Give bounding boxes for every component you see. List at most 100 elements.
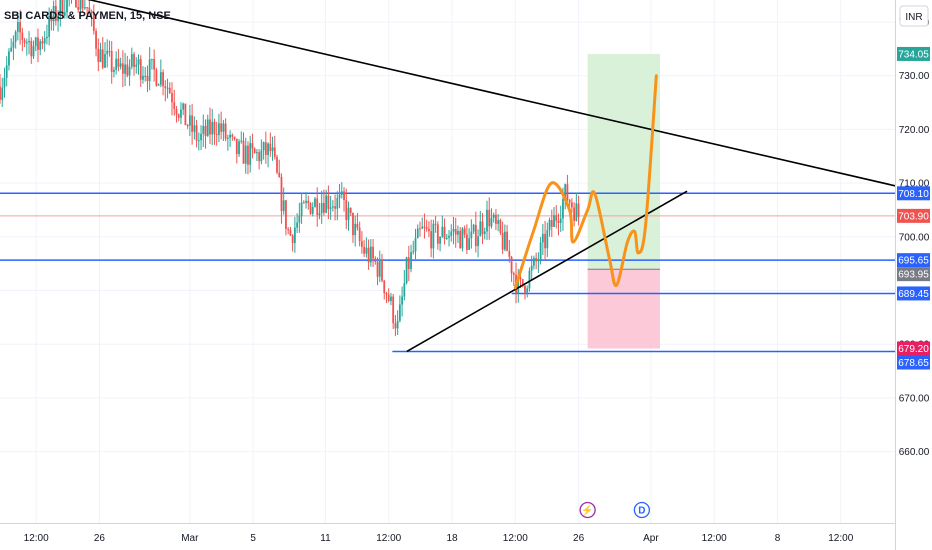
candle-body — [291, 235, 294, 244]
candle-body — [195, 125, 198, 141]
x-tick-label: 12:00 — [503, 533, 528, 544]
candle-body — [407, 257, 410, 270]
candle-body — [521, 278, 524, 286]
trend-lines[interactable] — [0, 0, 896, 353]
candle-body — [162, 72, 164, 87]
candle-body — [470, 231, 473, 239]
descending-trendline[interactable] — [0, 0, 896, 187]
price-tag: 689.45 — [898, 289, 929, 300]
event-markers[interactable]: ⚡ D — [579, 501, 651, 519]
candle-body — [260, 150, 263, 162]
candle-body — [298, 215, 301, 223]
x-tick-label: Apr — [643, 533, 659, 544]
currency-button[interactable]: INR — [905, 12, 922, 23]
dividend-event[interactable]: D — [638, 506, 645, 517]
candle-body — [557, 220, 560, 223]
candle-body — [117, 58, 120, 67]
candle-body — [546, 230, 549, 249]
candle-body — [63, 12, 66, 16]
candle-body — [218, 123, 220, 135]
candle-body — [200, 133, 202, 141]
candle-body — [106, 50, 109, 55]
price-tag: 708.10 — [898, 189, 929, 200]
candle-body — [57, 15, 59, 21]
candle-body — [173, 102, 176, 109]
candle-body — [421, 226, 424, 229]
time-axis[interactable]: 12:00 26 Mar 5 11 12:00 18 12:00 26 Apr 12:00 8 12:0… — [24, 533, 854, 544]
candle-body — [258, 152, 261, 162]
y-tick-label: 700.00 — [899, 232, 930, 243]
candle-body — [410, 252, 412, 270]
candle-body — [416, 228, 419, 239]
candle-body — [289, 229, 292, 236]
candle-body — [247, 145, 249, 165]
candle-body — [285, 200, 287, 229]
candle-body — [188, 115, 191, 126]
candle-body — [83, 7, 86, 9]
candle-body — [405, 257, 408, 284]
candle-body — [495, 214, 497, 224]
candle-body — [213, 121, 216, 135]
candle-body — [184, 103, 187, 126]
candle-body — [108, 50, 111, 52]
horizontal-levels[interactable] — [0, 0, 895, 353]
candle-body — [153, 59, 156, 70]
candle-body — [282, 200, 285, 212]
candle-body — [128, 66, 131, 76]
price-tag: 679.20 — [898, 344, 929, 355]
candle-body — [166, 87, 169, 89]
candle-body — [381, 259, 383, 281]
projection-curve[interactable] — [513, 74, 658, 290]
candle-body — [492, 214, 495, 218]
ascending-trendline[interactable] — [406, 190, 688, 353]
candle-body — [164, 86, 167, 88]
candlesticks — [0, 0, 580, 337]
split-event-circle[interactable] — [579, 501, 596, 519]
projection-path[interactable] — [513, 74, 658, 290]
candle-body — [269, 143, 272, 152]
candle-body — [151, 59, 153, 61]
price-tag-box — [897, 46, 930, 61]
price-tag: 695.65 — [898, 256, 929, 267]
candle-body — [253, 148, 256, 154]
candle-body — [533, 258, 535, 266]
candle-body — [508, 250, 511, 257]
candle-body — [81, 0, 84, 9]
grid — [0, 0, 895, 523]
candle-body — [77, 6, 80, 10]
candle-body — [144, 75, 147, 77]
candle-body — [206, 119, 209, 136]
candle-body — [385, 293, 388, 295]
candle-body — [126, 64, 129, 76]
candle-body — [202, 125, 205, 134]
candle-body — [541, 233, 544, 243]
candle-body — [490, 217, 493, 227]
candle-body — [307, 200, 310, 204]
candle-body — [403, 283, 406, 297]
candle-body — [365, 247, 368, 254]
split-event[interactable]: ⚡ — [581, 504, 593, 517]
y-tick-label: 660.00 — [899, 447, 930, 458]
candle-body — [347, 207, 350, 221]
candle-body — [222, 123, 225, 132]
candle-body — [474, 224, 477, 247]
candle-body — [209, 119, 211, 135]
candle-body — [251, 143, 254, 149]
candle-body — [463, 228, 466, 235]
candle-body — [336, 197, 339, 209]
candle-body — [197, 140, 200, 142]
candle-body — [311, 206, 314, 214]
candle-body — [331, 206, 334, 208]
currency-button-frame[interactable] — [899, 5, 929, 27]
candle-body — [300, 202, 303, 216]
candle-body — [52, 5, 55, 22]
candle-body — [204, 125, 207, 136]
candle-body — [499, 220, 502, 233]
candle-body — [54, 5, 57, 21]
candle-body — [573, 207, 576, 221]
price-axis[interactable]: 660.00670.00680.00690.00700.00710.00720.… — [899, 18, 930, 459]
candle-body — [374, 258, 377, 262]
dividend-event-circle[interactable] — [633, 501, 651, 519]
candle-body — [445, 237, 448, 239]
